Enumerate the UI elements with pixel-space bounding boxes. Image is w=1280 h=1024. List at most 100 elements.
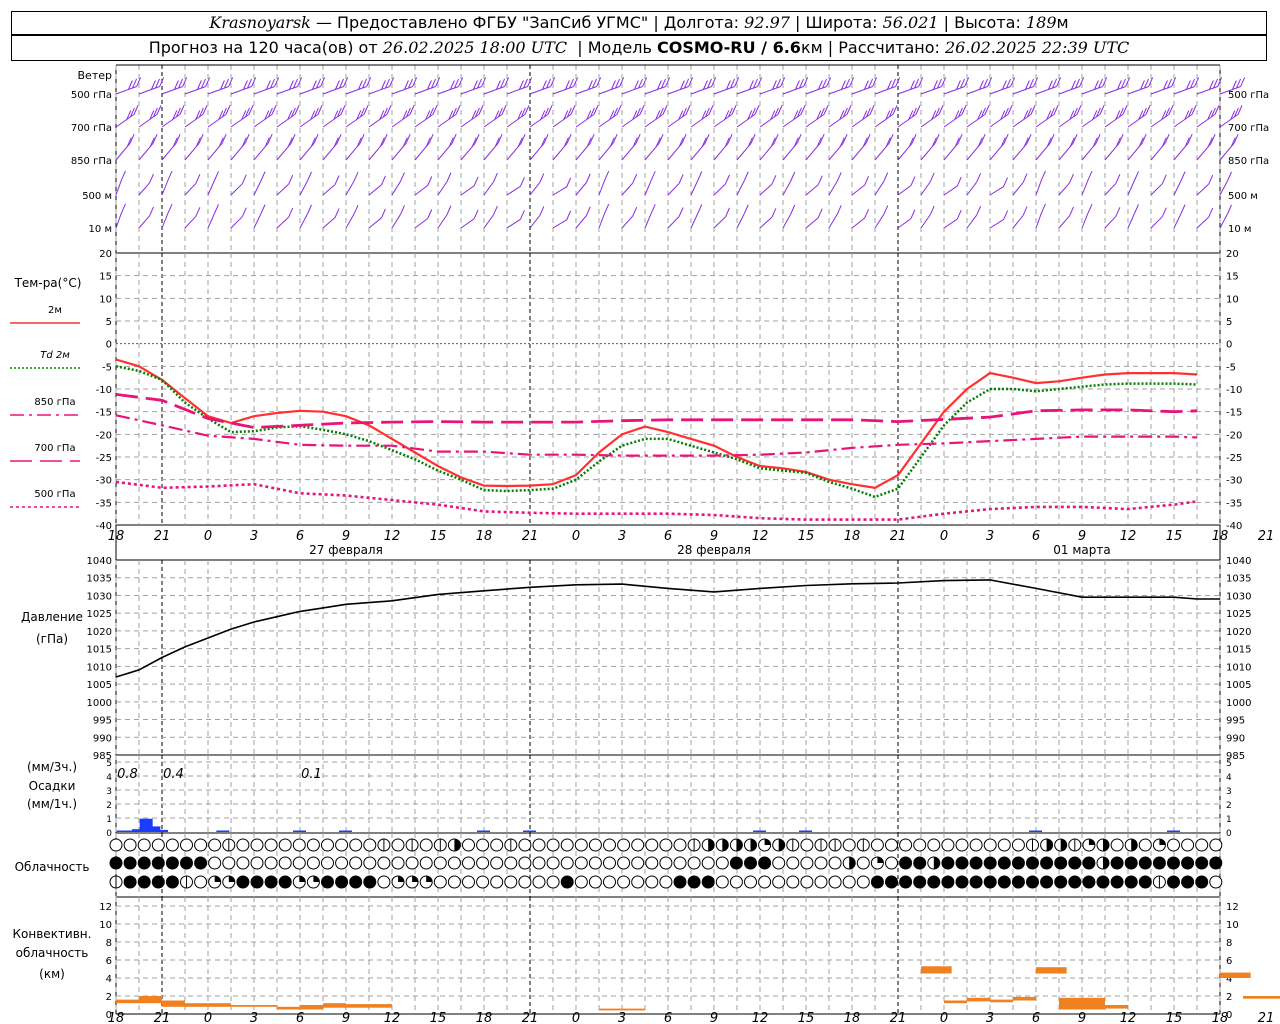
cloud-symbol-fill bbox=[1131, 839, 1138, 851]
wind-barb-feather bbox=[662, 105, 668, 115]
wind-barb-feather bbox=[823, 105, 829, 115]
wind-barb-feather bbox=[1115, 137, 1121, 147]
cloud-symbol bbox=[603, 856, 616, 870]
cloud-symbol bbox=[1026, 856, 1039, 870]
conv-ytick-left: 8 bbox=[106, 938, 112, 949]
wind-barb bbox=[483, 86, 505, 95]
wind-barb bbox=[1012, 113, 1032, 128]
wind-barb-feather bbox=[800, 105, 806, 115]
precip-ytick-left: 2 bbox=[106, 801, 112, 811]
wind-barb-feather bbox=[501, 105, 507, 115]
cloud-symbol bbox=[983, 875, 997, 889]
wind-barb-feather bbox=[569, 78, 574, 89]
wind-barb-feather bbox=[402, 137, 408, 147]
lon-label: Долгота: bbox=[663, 13, 740, 32]
wind-barb bbox=[1035, 113, 1055, 128]
time-tick-label: 3 bbox=[250, 529, 258, 544]
wind-barb-feather bbox=[287, 137, 293, 147]
wind-barb bbox=[598, 113, 618, 128]
wind-barb-feather bbox=[362, 78, 367, 89]
wind-barb-feather bbox=[353, 204, 359, 215]
temp-series-line bbox=[115, 480, 1198, 521]
time-tick-label: 18 bbox=[1212, 529, 1229, 544]
wind-barb-feather bbox=[868, 78, 873, 89]
wind-barb-feather bbox=[563, 137, 569, 147]
wind-barb-feather bbox=[448, 110, 454, 120]
wind-barb-feather bbox=[270, 78, 275, 89]
pressure-ytick-left: 1005 bbox=[87, 680, 112, 691]
wind-barb-feather bbox=[566, 107, 572, 118]
pressure-ytick-left: 985 bbox=[93, 751, 112, 762]
wind-barb bbox=[644, 86, 666, 95]
conv-bar bbox=[1059, 997, 1082, 1010]
time-tick-label: 0 bbox=[204, 1011, 212, 1024]
wind-barb bbox=[414, 86, 436, 95]
wind-barb-feather bbox=[379, 110, 385, 120]
wind-barb-feather bbox=[655, 137, 661, 147]
wind-barb-feather bbox=[1069, 206, 1074, 217]
cloud-symbol-fill bbox=[313, 876, 320, 882]
wind-barb-feather bbox=[612, 107, 618, 118]
wind-barb bbox=[299, 213, 308, 229]
wind-barb-feather bbox=[182, 77, 188, 87]
cloud-symbol bbox=[1011, 838, 1025, 852]
wind-barb bbox=[667, 183, 680, 196]
wind-barb bbox=[621, 215, 634, 229]
cloud-symbol bbox=[842, 875, 856, 889]
cloud-symbol-fill bbox=[299, 876, 306, 882]
cloud-symbol bbox=[645, 875, 659, 889]
temp-ytick-left: -40 bbox=[96, 521, 112, 532]
date-label: 28 февраля bbox=[677, 543, 751, 557]
cloud-symbol bbox=[645, 856, 659, 870]
pressure-ytick-right: 1020 bbox=[1226, 627, 1251, 638]
precip-bar bbox=[124, 830, 138, 832]
wind-barb-feather bbox=[167, 170, 173, 181]
wind-barb-feather bbox=[492, 172, 498, 183]
conv-bar bbox=[346, 1004, 369, 1008]
wind-barb-feather bbox=[1213, 78, 1218, 89]
cloud-symbol bbox=[194, 838, 208, 852]
wind-barb-feather bbox=[1000, 137, 1006, 147]
wind-barb-feather bbox=[704, 133, 710, 144]
precip-bar bbox=[753, 830, 766, 832]
precip-bar bbox=[116, 830, 130, 832]
wind-barb-feather bbox=[219, 80, 225, 90]
wind-barb-feather bbox=[336, 133, 342, 144]
wind-level-label: 700 гПа bbox=[71, 123, 112, 134]
wind-barb-feather bbox=[379, 137, 385, 147]
cloud-symbol bbox=[462, 838, 475, 852]
wind-barb-feather bbox=[1024, 80, 1030, 90]
time-tick-label: 9 bbox=[342, 529, 350, 544]
wind-barb bbox=[575, 215, 587, 229]
wind-barb bbox=[207, 180, 215, 196]
wind-barb-feather bbox=[864, 175, 870, 186]
wind-barb-feather bbox=[658, 133, 664, 144]
time-tick-label: 6 bbox=[664, 529, 672, 544]
wind-barb-feather bbox=[477, 78, 482, 89]
wind-barb bbox=[1081, 86, 1103, 95]
cloud-symbol bbox=[377, 875, 391, 889]
cloud-symbol bbox=[335, 856, 349, 870]
wind-barb bbox=[989, 186, 1004, 196]
precip-ytick-left: 1 bbox=[106, 815, 112, 825]
cloud-symbol bbox=[236, 838, 250, 852]
wind-barb-feather bbox=[428, 107, 434, 118]
wind-barb-feather bbox=[842, 107, 848, 118]
wind-barb-feather bbox=[1052, 78, 1057, 89]
wind-barb-feather bbox=[1092, 137, 1098, 147]
wind-barb bbox=[1127, 86, 1149, 95]
wind-barb-feather bbox=[129, 133, 135, 144]
wind-barb-feather bbox=[817, 80, 823, 90]
wind-barb-feather bbox=[883, 172, 889, 182]
wind-barb-feather bbox=[839, 110, 845, 120]
cloud-symbol-fill bbox=[1046, 839, 1053, 851]
wind-barb bbox=[920, 181, 931, 196]
wind-barb-feather bbox=[195, 174, 201, 184]
forecast-prefix: Прогноз на 120 часа(ов) от bbox=[148, 38, 378, 57]
precip-bar bbox=[155, 829, 168, 832]
wind-barb-feather bbox=[1141, 133, 1147, 144]
cloud-symbol-fill bbox=[750, 839, 757, 851]
wind-barb-feather bbox=[770, 110, 776, 120]
cloud-symbol bbox=[870, 838, 884, 852]
wind-barb-feather bbox=[796, 107, 802, 118]
